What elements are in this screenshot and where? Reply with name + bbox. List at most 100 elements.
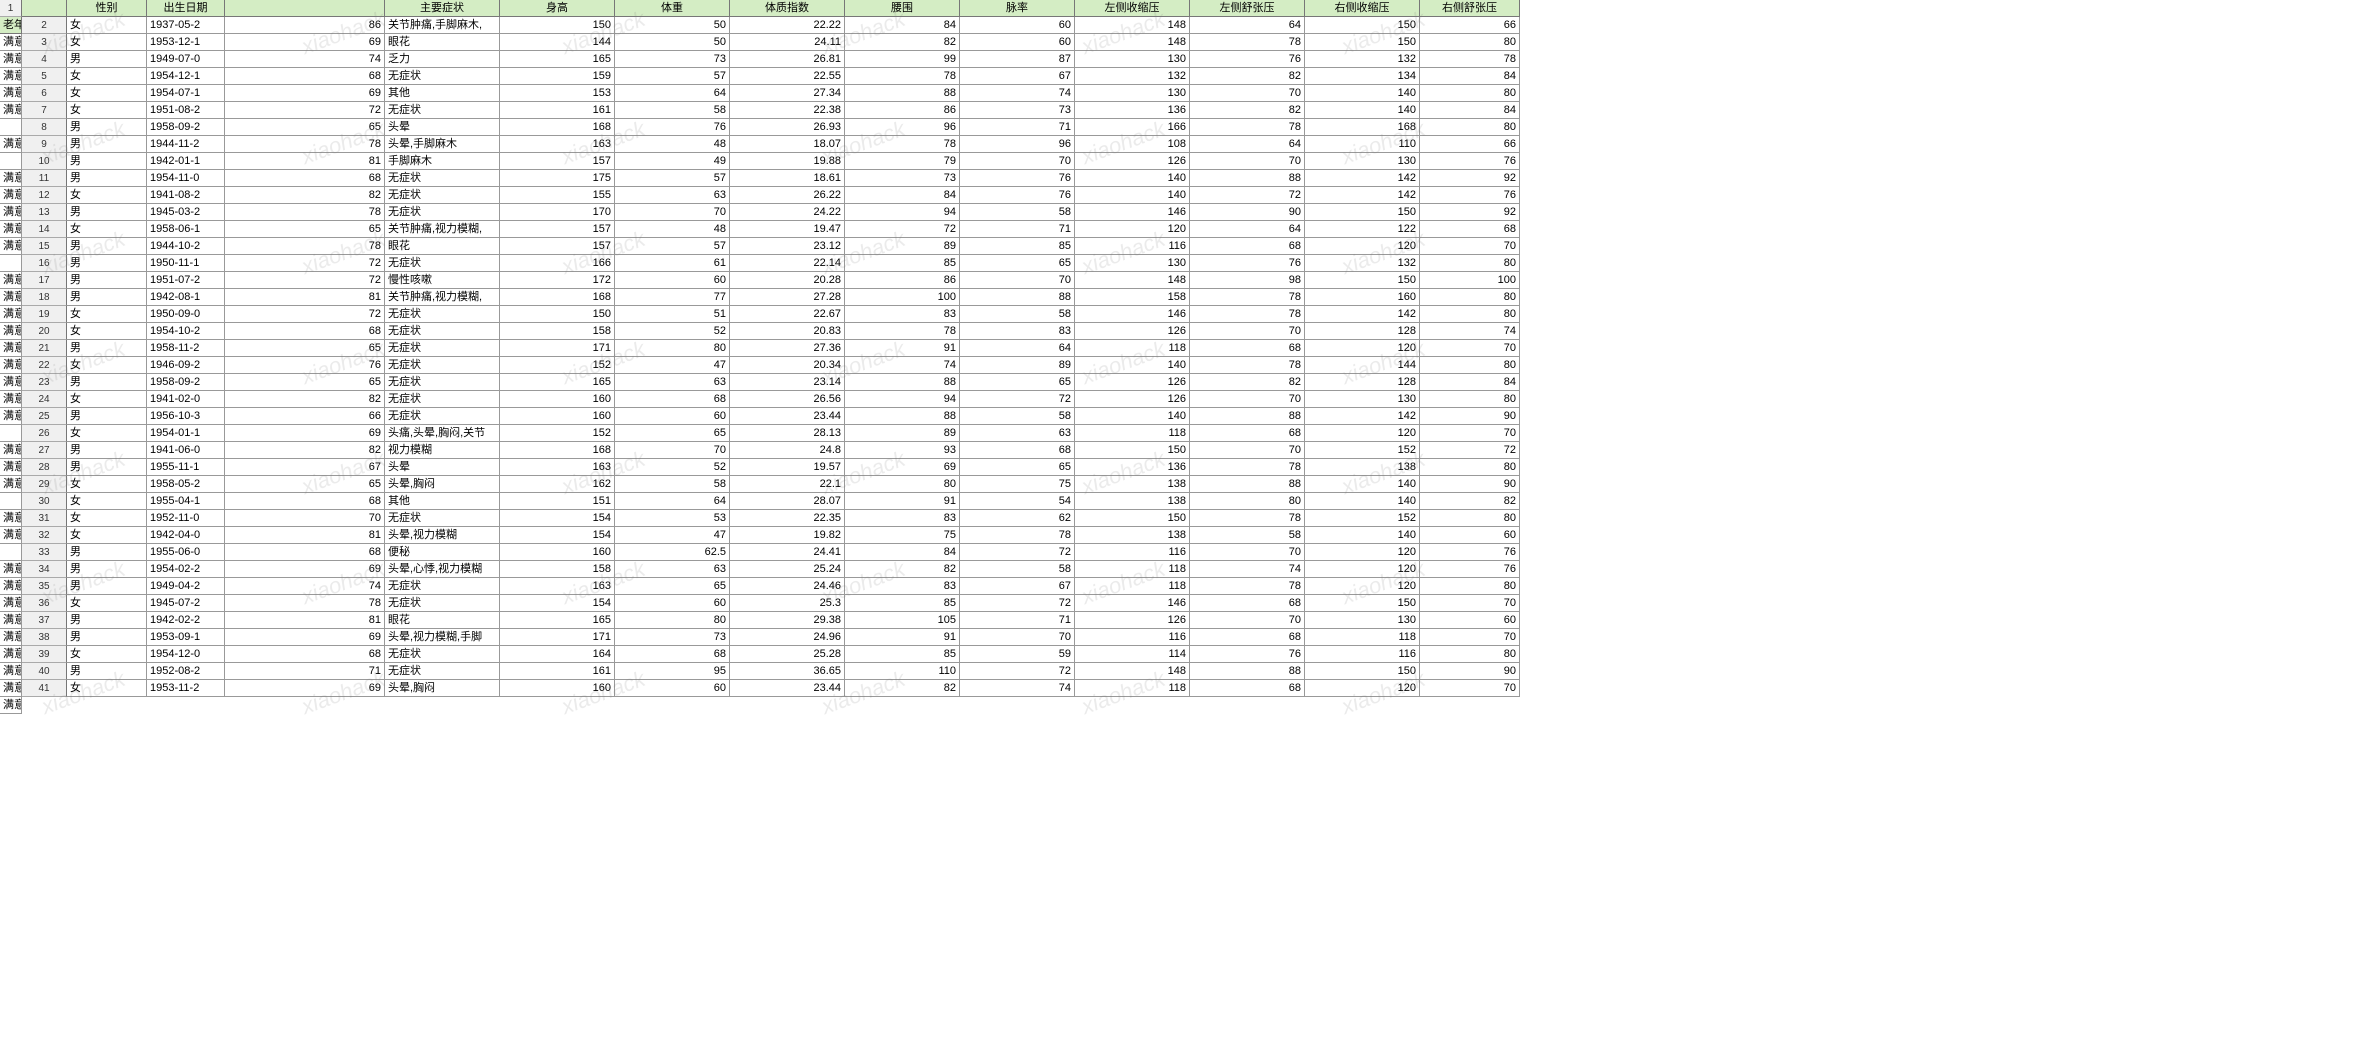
data-cell[interactable]: 24.41 [730, 544, 845, 561]
data-cell[interactable]: 25.3 [730, 595, 845, 612]
data-cell[interactable]: 69 [225, 629, 385, 646]
data-cell[interactable]: 118 [1075, 561, 1190, 578]
data-cell[interactable]: 150 [1305, 272, 1420, 289]
data-cell[interactable]: 22.22 [730, 17, 845, 34]
data-cell[interactable]: 99 [845, 51, 960, 68]
data-cell[interactable]: 23.44 [730, 408, 845, 425]
data-cell[interactable]: 91 [845, 340, 960, 357]
column-header[interactable]: 脉率 [960, 0, 1075, 17]
data-cell[interactable]: 78 [845, 68, 960, 85]
data-cell[interactable]: 70 [615, 442, 730, 459]
data-cell[interactable]: 142 [1305, 187, 1420, 204]
data-cell[interactable]: 157 [500, 153, 615, 170]
data-cell[interactable]: 头痛,头晕,胸闷,关节 [385, 425, 500, 442]
data-cell[interactable]: 头晕,手脚麻木 [385, 136, 500, 153]
data-cell[interactable]: 126 [1075, 374, 1190, 391]
data-cell[interactable]: 75 [845, 527, 960, 544]
data-cell[interactable]: 92 [1420, 170, 1520, 187]
data-cell[interactable]: 1958-09-2 [147, 119, 225, 136]
row-number[interactable]: 17 [22, 272, 67, 289]
data-cell[interactable]: 无症状 [385, 187, 500, 204]
data-cell[interactable]: 69 [225, 425, 385, 442]
data-cell[interactable]: 80 [1420, 119, 1520, 136]
data-cell[interactable]: 23.14 [730, 374, 845, 391]
row-number[interactable]: 33 [22, 544, 67, 561]
data-cell[interactable]: 1954-11-0 [147, 170, 225, 187]
data-cell[interactable]: 满意 [0, 323, 22, 340]
data-cell[interactable]: 89 [845, 238, 960, 255]
data-cell[interactable]: 132 [1305, 51, 1420, 68]
data-cell[interactable]: 29.38 [730, 612, 845, 629]
data-cell[interactable]: 70 [1420, 238, 1520, 255]
data-cell[interactable]: 80 [1420, 255, 1520, 272]
data-cell[interactable]: 74 [960, 85, 1075, 102]
data-cell[interactable]: 152 [500, 425, 615, 442]
data-cell[interactable]: 150 [1305, 595, 1420, 612]
data-cell[interactable]: 120 [1305, 561, 1420, 578]
data-cell[interactable]: 男 [67, 408, 147, 425]
column-header[interactable]: 右侧收缩压 [1305, 0, 1420, 17]
data-cell[interactable]: 83 [845, 510, 960, 527]
data-cell[interactable]: 157 [500, 221, 615, 238]
data-cell[interactable]: 58 [960, 561, 1075, 578]
data-cell[interactable]: 130 [1305, 153, 1420, 170]
row-number[interactable]: 9 [22, 136, 67, 153]
data-cell[interactable]: 100 [845, 289, 960, 306]
data-cell[interactable]: 71 [225, 663, 385, 680]
data-cell[interactable]: 76 [960, 187, 1075, 204]
row-number[interactable]: 23 [22, 374, 67, 391]
data-cell[interactable]: 116 [1075, 544, 1190, 561]
data-cell[interactable]: 152 [500, 357, 615, 374]
data-cell[interactable]: 63 [615, 187, 730, 204]
data-cell[interactable]: 80 [1420, 459, 1520, 476]
data-cell[interactable]: 满意 [0, 306, 22, 323]
data-cell[interactable]: 1942-02-2 [147, 612, 225, 629]
data-cell[interactable]: 142 [1305, 170, 1420, 187]
data-cell[interactable]: 1949-04-2 [147, 578, 225, 595]
data-cell[interactable]: 165 [500, 374, 615, 391]
data-cell[interactable]: 便秘 [385, 544, 500, 561]
data-cell[interactable]: 157 [500, 238, 615, 255]
data-cell[interactable]: 140 [1305, 102, 1420, 119]
data-cell[interactable]: 女 [67, 595, 147, 612]
data-cell[interactable]: 68 [1190, 238, 1305, 255]
data-cell[interactable]: 108 [1075, 136, 1190, 153]
data-cell[interactable]: 76 [1420, 561, 1520, 578]
row-number[interactable]: 18 [22, 289, 67, 306]
data-cell[interactable]: 62.5 [615, 544, 730, 561]
data-cell[interactable]: 65 [225, 476, 385, 493]
data-cell[interactable]: 78 [1190, 578, 1305, 595]
data-cell[interactable]: 140 [1075, 170, 1190, 187]
data-cell[interactable]: 150 [500, 17, 615, 34]
data-cell[interactable]: 80 [1420, 578, 1520, 595]
data-cell[interactable]: 1941-06-0 [147, 442, 225, 459]
data-cell[interactable]: 1945-07-2 [147, 595, 225, 612]
data-cell[interactable]: 72 [225, 272, 385, 289]
data-cell[interactable]: 90 [1420, 663, 1520, 680]
data-cell[interactable]: 120 [1305, 238, 1420, 255]
data-cell[interactable]: 27.36 [730, 340, 845, 357]
data-cell[interactable]: 81 [225, 612, 385, 629]
data-cell[interactable]: 160 [500, 391, 615, 408]
data-cell[interactable]: 159 [500, 68, 615, 85]
data-cell[interactable]: 1951-08-2 [147, 102, 225, 119]
data-cell[interactable]: 126 [1075, 391, 1190, 408]
data-cell[interactable]: 24.46 [730, 578, 845, 595]
data-cell[interactable]: 78 [845, 323, 960, 340]
data-cell[interactable]: 男 [67, 272, 147, 289]
data-cell[interactable]: 69 [225, 85, 385, 102]
row-number[interactable]: 12 [22, 187, 67, 204]
data-cell[interactable]: 满意 [0, 476, 22, 493]
data-cell[interactable] [0, 255, 22, 272]
data-cell[interactable]: 82 [845, 680, 960, 697]
data-cell[interactable]: 110 [845, 663, 960, 680]
data-cell[interactable]: 84 [845, 17, 960, 34]
data-cell[interactable]: 70 [1420, 425, 1520, 442]
data-cell[interactable]: 48 [615, 136, 730, 153]
data-cell[interactable]: 168 [500, 289, 615, 306]
data-cell[interactable]: 58 [615, 102, 730, 119]
data-cell[interactable]: 1954-12-0 [147, 646, 225, 663]
row-number[interactable]: 25 [22, 408, 67, 425]
row-number[interactable]: 3 [22, 34, 67, 51]
data-cell[interactable]: 140 [1305, 527, 1420, 544]
